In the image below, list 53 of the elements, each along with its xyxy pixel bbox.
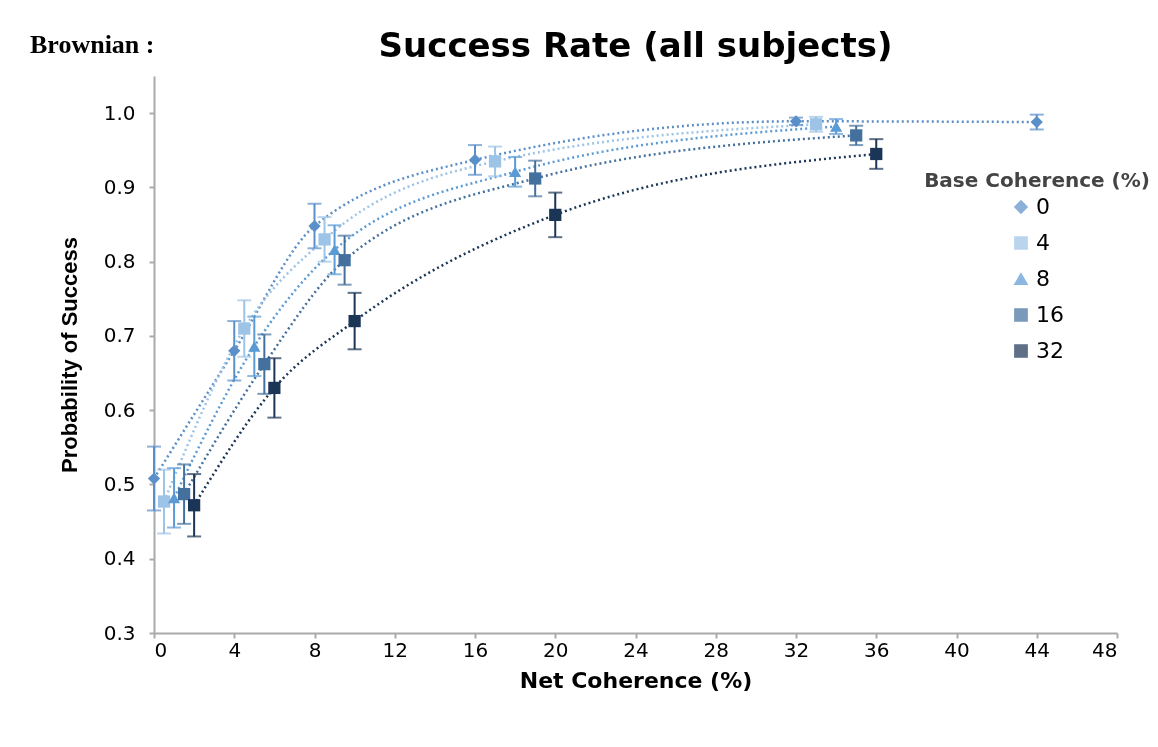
legend-label: 4 <box>1036 230 1050 255</box>
point <box>488 155 502 168</box>
x-tick-label: 32 <box>783 637 810 662</box>
point <box>228 344 241 357</box>
x-tick-label: 0 <box>154 637 168 662</box>
x-tick-label: 8 <box>308 637 322 662</box>
point <box>188 499 201 512</box>
point <box>268 381 281 395</box>
point <box>549 208 562 221</box>
point <box>238 322 251 335</box>
y-tick-label: 0.5 <box>103 471 136 496</box>
x-tick-label: 36 <box>864 637 890 662</box>
y-tick-label: 1.0 <box>103 100 136 125</box>
point <box>308 219 321 233</box>
point <box>258 358 271 371</box>
point <box>157 495 171 508</box>
point <box>328 244 341 256</box>
x-tick-label: 40 <box>944 637 970 662</box>
y-tick-label: 0.9 <box>103 174 136 199</box>
y-tick-label: 0.8 <box>103 249 136 274</box>
x-tick-label: 28 <box>703 637 729 662</box>
y-tick-label: 0.3 <box>103 620 136 645</box>
x-tick-label: 44 <box>1024 637 1050 662</box>
y-axis-title: Probability of Success <box>56 237 82 473</box>
y-tick-label: 0.4 <box>103 546 136 571</box>
y-tick-label: 0.6 <box>103 397 136 422</box>
x-axis-title: Net Coherence (%) <box>519 667 753 693</box>
text: Brownian : <box>30 30 155 60</box>
x-tick-label: 16 <box>462 637 489 662</box>
legend-label: 8 <box>1036 266 1050 291</box>
point <box>177 488 191 501</box>
point <box>509 166 522 178</box>
point <box>147 472 161 485</box>
x-tick-label: 12 <box>382 637 408 662</box>
point <box>850 129 863 142</box>
legend-label: 0 <box>1036 194 1050 219</box>
point <box>468 153 482 167</box>
x-tick-label: 4 <box>228 637 242 662</box>
point <box>529 172 542 185</box>
y-tick-label: 0.7 <box>103 323 136 348</box>
point <box>318 233 331 246</box>
point <box>338 254 351 267</box>
point <box>167 492 181 504</box>
legend-title: Base Coherence (%) <box>924 168 1150 192</box>
point <box>248 341 261 352</box>
x-tick-label: 20 <box>543 637 569 662</box>
x-tick-label: 48 <box>1092 637 1118 662</box>
legend-label: 16 <box>1036 302 1064 327</box>
point <box>870 147 883 161</box>
x-tick-label: 24 <box>623 637 649 662</box>
chart-title: Success Rate (all subjects) <box>378 25 893 65</box>
legend-label: 32 <box>1036 338 1064 363</box>
point <box>348 314 361 328</box>
